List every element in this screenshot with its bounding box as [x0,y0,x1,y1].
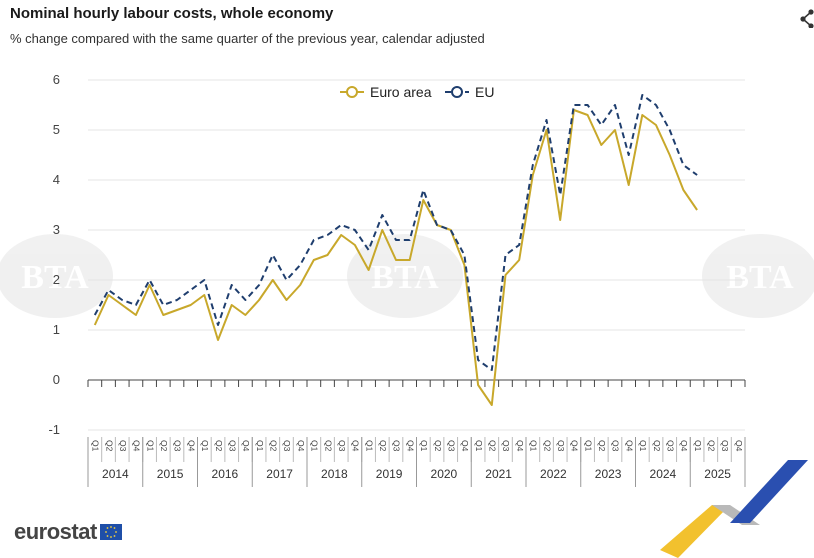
y-tick-label: 0 [53,372,60,387]
quarter-label: Q2 [488,440,498,452]
quarter-label: Q4 [515,440,525,452]
y-tick-label: 3 [53,222,60,237]
quarter-label: Q2 [378,440,388,452]
quarter-label: Q2 [323,440,333,452]
grid-lines [88,79,745,431]
year-label: 2025 [704,467,731,481]
quarter-label: Q3 [282,440,292,452]
quarter-label: Q1 [529,440,539,452]
quarter-label: Q4 [405,440,415,452]
quarter-label: Q2 [214,440,224,452]
chart-title: Nominal hourly labour costs, whole econo… [10,5,334,22]
watermark: BTA [347,234,463,318]
quarter-label: Q4 [679,440,689,452]
year-label: 2017 [266,467,293,481]
year-label: 2015 [157,467,184,481]
y-tick-label: 4 [53,172,60,187]
quarter-label: Q4 [460,440,470,452]
legend-item-euro-area[interactable]: Euro area [340,84,432,100]
quarter-label: Q4 [734,440,744,452]
quarter-label: Q2 [707,440,717,452]
quarter-label: Q2 [597,440,607,452]
chart-subtitle: % change compared with the same quarter … [10,31,485,46]
year-label: 2020 [431,467,458,481]
quarter-label: Q3 [118,440,128,452]
quarter-label: Q4 [132,440,142,452]
quarter-label: Q3 [173,440,183,452]
quarter-label: Q4 [241,440,251,452]
legend-label: EU [475,84,494,100]
eurostat-logo: eurostat [14,519,122,545]
quarter-label: Q2 [159,440,169,452]
series-line-euro-area [93,109,698,406]
quarter-label: Q2 [433,440,443,452]
quarter-label: Q1 [255,440,265,452]
quarter-label: Q1 [310,440,320,452]
quarter-label: Q3 [392,440,402,452]
legend-label: Euro area [370,84,432,100]
quarter-label: Q1 [419,440,429,452]
quarter-label: Q1 [583,440,593,452]
quarter-label: Q3 [446,440,456,452]
watermark-group: BTA BTA BTA [0,234,814,318]
quarter-label: Q1 [364,440,374,452]
quarter-label: Q4 [570,440,580,452]
series-group [93,94,698,406]
quarter-label: Q3 [556,440,566,452]
y-tick-label: 6 [53,72,60,87]
legend[interactable]: Euro area EU [340,84,494,100]
quarter-label: Q1 [638,440,648,452]
year-label: 2023 [595,467,622,481]
legend-marker [451,86,463,98]
quarter-label: Q2 [104,440,114,452]
watermark-text: BTA [726,259,794,296]
year-label: 2022 [540,467,567,481]
quarter-label: Q3 [227,440,237,452]
y-axis: -1 0 1 2 3 4 5 6 [48,72,60,437]
quarter-label: Q4 [624,440,634,452]
quarter-label: Q4 [351,440,361,452]
quarter-label: Q3 [611,440,621,452]
year-label: 2024 [650,467,677,481]
year-label: 2014 [102,467,129,481]
legend-item-eu[interactable]: EU [445,84,494,100]
y-tick-label: -1 [48,422,60,437]
quarter-label: Q1 [693,440,703,452]
quarter-label: Q1 [200,440,210,452]
y-tick-label: 5 [53,122,60,137]
bta-corner-logo [660,460,808,558]
legend-marker [346,86,358,98]
watermark: BTA [0,234,113,318]
quarter-label: Q4 [296,440,306,452]
quarter-label: Q1 [145,440,155,452]
share-icon[interactable] [799,8,814,28]
y-tick-label: 1 [53,322,60,337]
watermark-shape [702,234,814,318]
year-label: 2019 [376,467,403,481]
quarter-label: Q2 [652,440,662,452]
watermark-shape [0,234,113,318]
watermark-text: BTA [21,259,89,296]
x-axis: Q1 Q2 Q3 Q4 Q1 Q2 Q3 Q4 Q1 Q2 Q3 Q4 Q1 Q2 Q3 Q4 Q1 Q2 Q3 Q4… [87,379,746,487]
watermark-shape [347,234,463,318]
year-label: 2018 [321,467,348,481]
quarter-label: Q1 [474,440,484,452]
watermark-text: BTA [371,259,439,296]
quarter-label: Q1 [91,440,101,452]
quarter-label: Q4 [186,440,196,452]
year-label: 2016 [212,467,239,481]
series-line-eu [93,94,698,371]
quarter-label: Q3 [337,440,347,452]
quarter-label: Q2 [269,440,279,452]
quarter-label: Q3 [720,440,730,452]
eu-flag-icon [99,524,122,540]
year-label: 2021 [485,467,512,481]
watermark: BTA [702,234,814,318]
y-tick-label: 2 [53,272,60,287]
quarter-label: Q2 [542,440,552,452]
quarter-label: Q3 [501,440,511,452]
logo-text: eurostat [14,519,97,544]
quarter-label: Q3 [665,440,675,452]
